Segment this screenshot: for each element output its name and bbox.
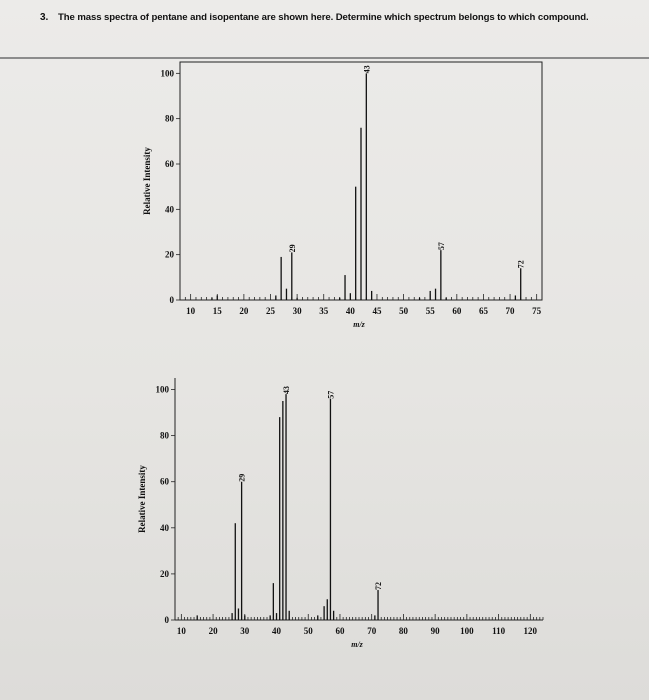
y-tick-label: 20 xyxy=(165,250,175,260)
y-axis-title: Relative Intensity xyxy=(137,465,147,533)
x-tick-label: 35 xyxy=(319,306,329,316)
x-tick-label: 15 xyxy=(213,306,223,316)
x-tick-label: 30 xyxy=(240,626,250,636)
y-tick-label: 80 xyxy=(165,114,175,124)
x-tick-label: 110 xyxy=(492,626,506,636)
y-tick-label: 60 xyxy=(165,159,175,169)
x-tick-label: 50 xyxy=(304,626,314,636)
y-tick-label: 100 xyxy=(156,385,170,395)
x-tick-label: 100 xyxy=(460,626,474,636)
x-tick-label: 60 xyxy=(335,626,345,636)
x-tick-label: 45 xyxy=(372,306,382,316)
x-tick-label: 70 xyxy=(506,306,516,316)
y-axis-title: Relative Intensity xyxy=(142,147,152,215)
x-tick-label: 60 xyxy=(452,306,462,316)
x-tick-label: 55 xyxy=(426,306,436,316)
x-tick-label: 10 xyxy=(177,626,187,636)
question-text: The mass spectra of pentane and isopenta… xyxy=(58,12,589,23)
x-tick-label: 90 xyxy=(431,626,441,636)
x-tick-label: 20 xyxy=(239,306,249,316)
peak-label: 29 xyxy=(238,474,247,482)
x-tick-label: 20 xyxy=(209,626,219,636)
x-tick-label: 40 xyxy=(272,626,282,636)
y-tick-label: 40 xyxy=(160,523,170,533)
x-axis-title: m/z xyxy=(353,320,365,329)
y-tick-label: 80 xyxy=(160,431,170,441)
x-tick-label: 75 xyxy=(532,306,542,316)
peak-label: 72 xyxy=(517,260,526,268)
question-number: 3. xyxy=(40,12,49,23)
x-tick-label: 80 xyxy=(399,626,409,636)
peak-label: 43 xyxy=(362,65,371,73)
x-tick-label: 70 xyxy=(367,626,377,636)
x-tick-label: 25 xyxy=(266,306,276,316)
peak-label: 57 xyxy=(437,242,446,250)
y-tick-label: 100 xyxy=(161,68,175,78)
separator-line xyxy=(0,57,649,59)
y-tick-label: 0 xyxy=(170,295,175,305)
y-tick-label: 60 xyxy=(160,477,170,487)
x-tick-label: 10 xyxy=(186,306,196,316)
x-tick-label: 65 xyxy=(479,306,489,316)
y-tick-label: 40 xyxy=(165,204,175,214)
x-tick-label: 120 xyxy=(524,626,538,636)
peak-label: 29 xyxy=(288,244,297,252)
x-tick-label: 30 xyxy=(293,306,303,316)
x-tick-label: 50 xyxy=(399,306,409,316)
y-tick-label: 0 xyxy=(165,615,170,625)
x-axis-title: m/z xyxy=(351,640,363,649)
peak-label: 57 xyxy=(326,391,335,399)
peak-label: 43 xyxy=(282,386,291,394)
y-tick-label: 20 xyxy=(160,569,170,579)
peak-label: 72 xyxy=(374,582,383,590)
x-tick-label: 40 xyxy=(346,306,356,316)
